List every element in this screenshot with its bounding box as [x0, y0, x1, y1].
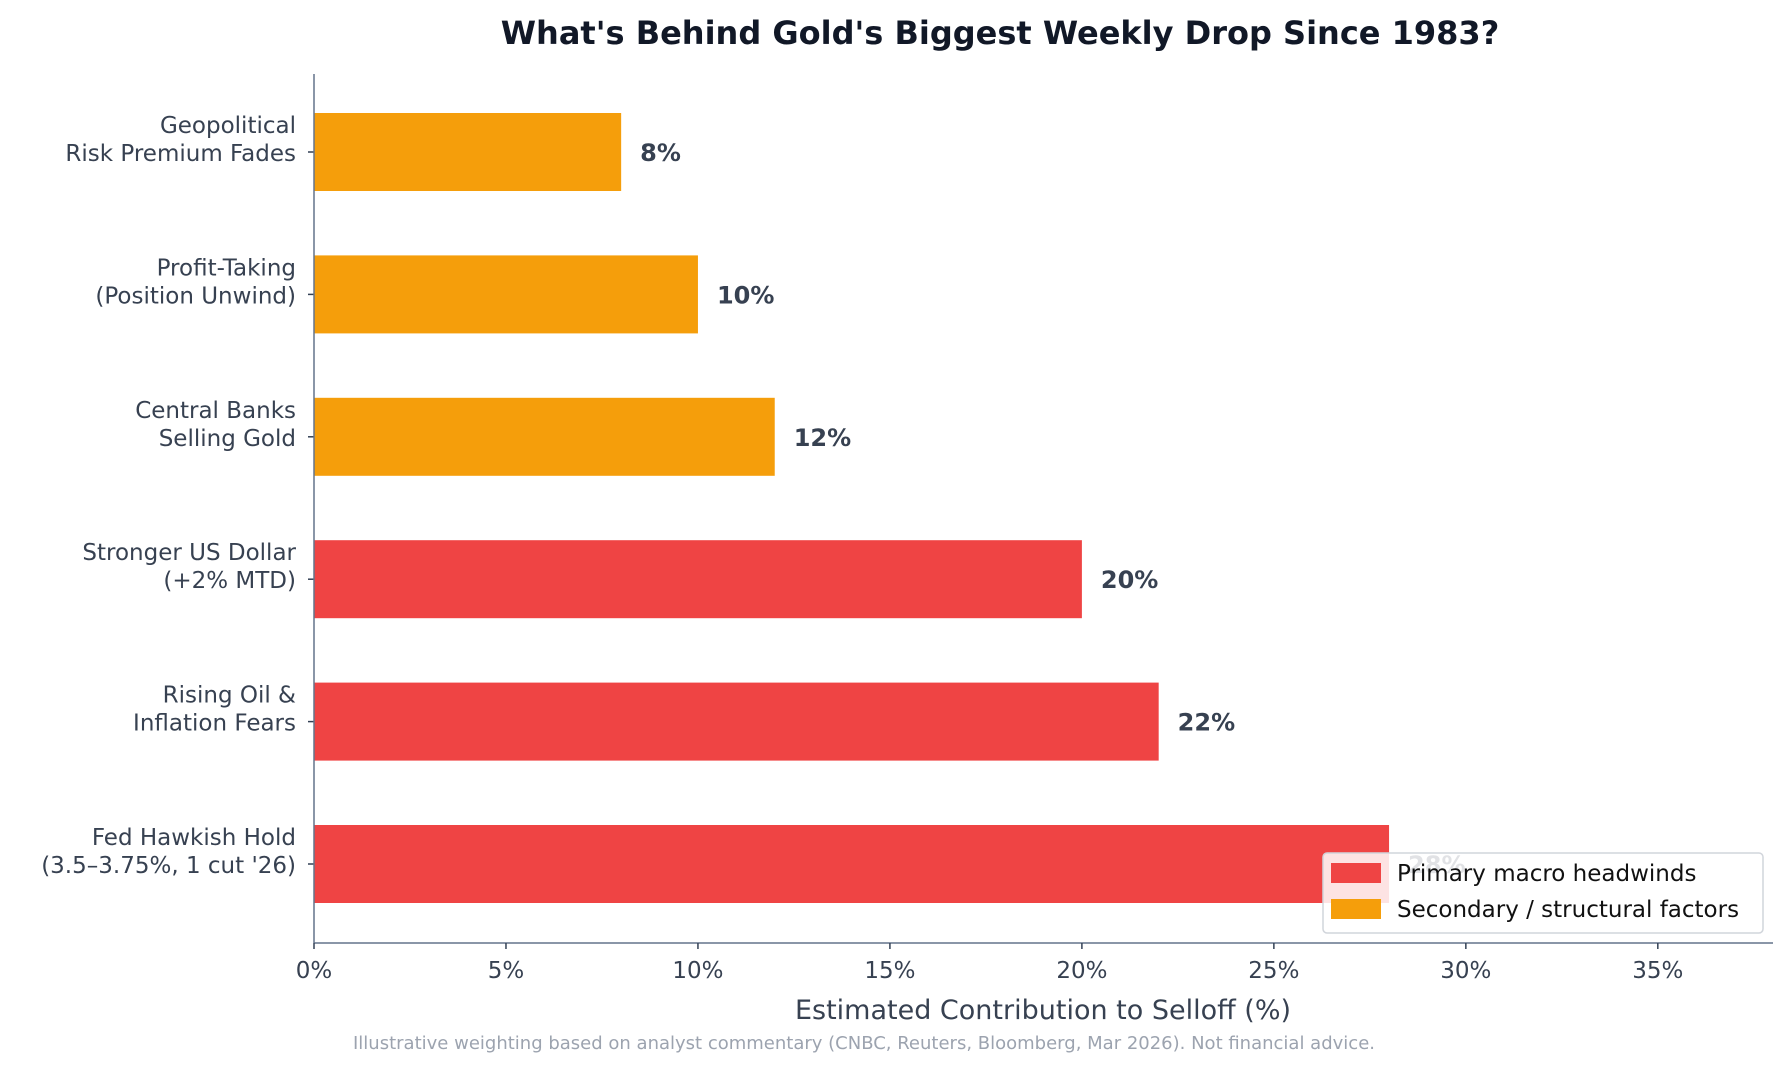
x-tick-label-25: 25%: [1248, 958, 1299, 984]
value-label-3: 12%: [794, 424, 851, 452]
x-tick-label-15: 15%: [864, 958, 915, 984]
category-label-5: Rising Oil & Inflation Fears: [133, 683, 296, 737]
bar-3: [314, 397, 775, 476]
bar-5: [314, 682, 1159, 761]
legend-box: [1322, 852, 1764, 934]
category-label-3: Central Banks Selling Gold: [135, 398, 296, 452]
x-axis-label: Estimated Contribution to Selloff (%): [795, 995, 1291, 1026]
legend-label-secondary: Secondary / structural factors: [1397, 897, 1739, 923]
chart-title: What's Behind Gold's Biggest Weekly Drop…: [501, 14, 1500, 52]
x-tick-label-5: 5%: [488, 958, 525, 984]
x-tick-label-20: 20%: [1056, 958, 1107, 984]
value-label-1: 8%: [640, 139, 681, 167]
bars-layer: 8%10%12%20%22%28%: [314, 113, 1466, 903]
legend: Primary macro headwinds Secondary / stru…: [1322, 852, 1764, 934]
bar-4: [314, 540, 1082, 619]
x-tick-label-30: 30%: [1440, 958, 1491, 984]
x-tick-label-10: 10%: [672, 958, 723, 984]
bar-2: [314, 255, 698, 334]
bar-1: [314, 113, 622, 191]
value-label-2: 10%: [717, 281, 774, 309]
category-label-1: Geopolitical Risk Premium Fades: [65, 113, 296, 167]
x-tick-label-0: 0%: [296, 958, 333, 984]
category-label-2: Profit-Taking (Position Unwind): [95, 255, 296, 309]
x-tick-label-35: 35%: [1632, 958, 1683, 984]
axes-layer: Geopolitical Risk Premium Fades Profit-Tak…: [41, 74, 1773, 984]
bar-6: [314, 825, 1390, 903]
footnote: Illustrative weighting based on analyst …: [353, 1033, 1375, 1054]
legend-label-primary: Primary macro headwinds: [1397, 861, 1696, 887]
category-label-6: Fed Hawkish Hold (3.5–3.75%, 1 cut '26): [41, 825, 296, 879]
category-label-4: Stronger US Dollar (+2% MTD): [82, 540, 296, 594]
value-label-5: 22%: [1178, 709, 1235, 737]
legend-swatch-secondary: [1331, 899, 1381, 919]
value-label-4: 20%: [1101, 566, 1158, 594]
legend-swatch-primary: [1331, 863, 1381, 883]
